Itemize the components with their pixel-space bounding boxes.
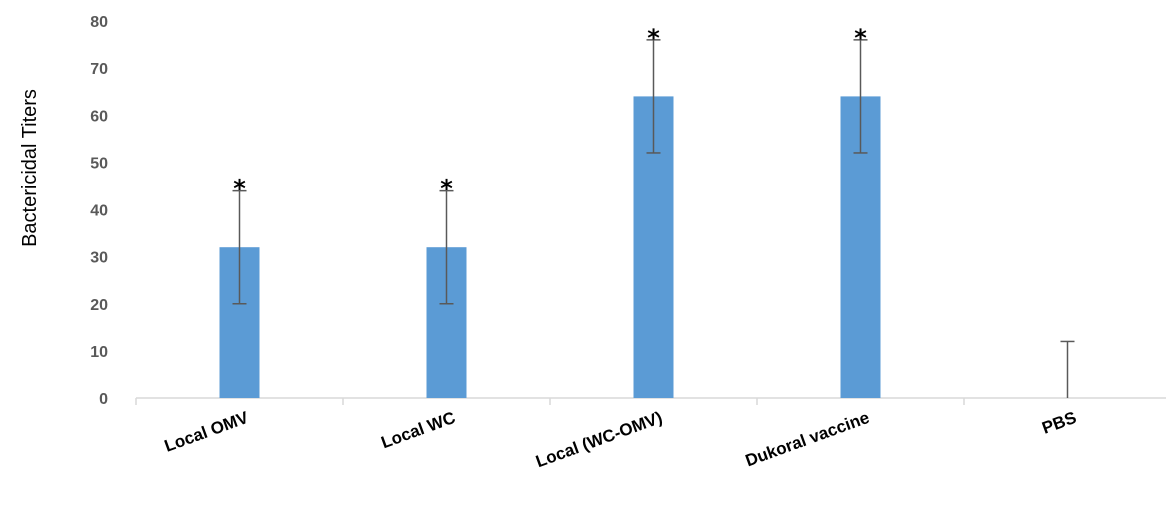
y-tick-label: 10 bbox=[90, 344, 108, 361]
category-label: Dukoral vaccine bbox=[743, 408, 872, 470]
error-bar bbox=[439, 189, 454, 305]
category-label: Local OMV bbox=[162, 408, 252, 456]
category-label: PBS bbox=[1040, 408, 1079, 438]
error-bar bbox=[1060, 340, 1075, 398]
y-tick-label: 70 bbox=[90, 61, 108, 78]
y-tick-label: 40 bbox=[90, 203, 108, 220]
y-tick-label: 60 bbox=[90, 108, 108, 125]
error-bar bbox=[232, 189, 247, 305]
error-bars bbox=[232, 39, 1075, 398]
y-tick-label: 50 bbox=[90, 155, 108, 172]
significance-star: * bbox=[854, 24, 867, 52]
significance-markers: * * * * bbox=[233, 24, 867, 203]
y-axis-ticks: 0 10 20 30 40 50 60 70 80 bbox=[90, 14, 108, 408]
category-label: Local (WC-OMV) bbox=[533, 408, 665, 471]
category-labels: Local OMV Local WC Local (WC-OMV) Dukoral v… bbox=[162, 408, 1079, 472]
significance-star: * bbox=[233, 175, 246, 203]
y-tick-label: 30 bbox=[90, 250, 108, 267]
error-bar bbox=[646, 39, 661, 154]
bar-series bbox=[219, 96, 881, 399]
error-bar bbox=[853, 39, 868, 154]
x-axis-ticks bbox=[135, 398, 965, 405]
y-axis-label: Bactericidal Titers bbox=[19, 89, 41, 247]
significance-star: * bbox=[647, 24, 660, 52]
category-label: Local WC bbox=[379, 408, 458, 452]
significance-star: * bbox=[440, 175, 453, 203]
y-tick-label: 0 bbox=[99, 391, 108, 408]
y-tick-label: 80 bbox=[90, 14, 108, 31]
y-tick-label: 20 bbox=[90, 297, 108, 314]
